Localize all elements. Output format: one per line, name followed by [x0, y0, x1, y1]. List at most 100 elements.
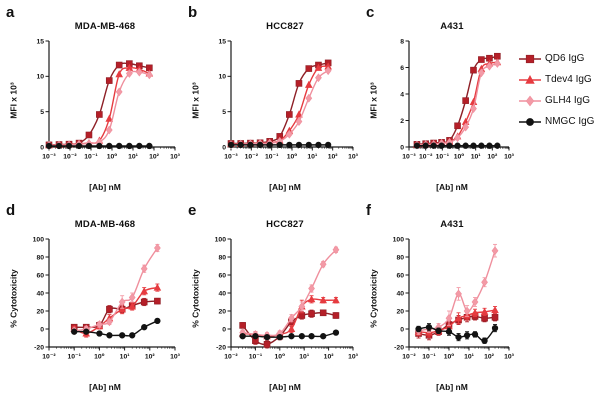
y-tick-label: -20 — [394, 344, 404, 351]
y-tick-label: 6 — [400, 65, 404, 72]
triangle-marker — [332, 296, 340, 304]
panel-c: c A431 MFI x 10³ 0 2 4 6 8 10⁻³ 10⁻² 10⁻¹ 10⁰ 10¹… — [364, 4, 518, 196]
square-marker — [470, 66, 477, 74]
y-tick-label: 4 — [400, 91, 404, 98]
circle-marker — [45, 142, 53, 150]
chart-e: -20 0 20 40 60 80 100 10⁻² 10⁻¹ 10⁰ 10¹ 10² 10³ — [215, 236, 358, 361]
y-tick-label: -20 — [216, 344, 226, 351]
square-marker — [319, 309, 327, 317]
y-axis-label-f: % Cytotoxicity — [368, 269, 379, 328]
triangle-marker — [471, 308, 479, 316]
diamond-marker — [118, 297, 126, 307]
circle-marker — [276, 141, 283, 149]
y-axis-label-c: MFI x 10³ — [368, 82, 379, 119]
circle-marker — [478, 142, 485, 149]
diamond-marker — [315, 73, 322, 83]
chart-title-f: A431 — [440, 219, 464, 230]
y-tick-label: 60 — [36, 272, 44, 279]
y-tick-label: 5 — [40, 109, 44, 116]
triangle-marker — [115, 70, 123, 78]
y-tick-label: 100 — [215, 236, 227, 243]
diamond-marker — [332, 245, 340, 255]
panel-letter-e: e — [188, 202, 197, 219]
x-tick-label: 10¹ — [471, 154, 482, 161]
circle-marker — [239, 333, 246, 340]
triangle-marker — [491, 306, 499, 314]
legend-label: GLH4 IgG — [545, 95, 591, 106]
triangle-marker — [314, 63, 323, 71]
chart-b: 0 5 10 15 10⁻³ 10⁻² 10⁻¹ 10⁰ 10¹ 10² 10³ — [218, 38, 358, 161]
x-tick-label: 10⁻² — [63, 154, 77, 161]
square-marker — [491, 314, 499, 321]
y-tick-label: 40 — [218, 290, 226, 297]
panel-letter-a: a — [6, 4, 15, 21]
circle-marker — [85, 142, 93, 150]
x-tick-label: 10³ — [504, 354, 514, 361]
circle-marker — [438, 142, 445, 149]
diamond-marker — [105, 125, 113, 135]
x-tick-label: 10⁰ — [454, 154, 465, 161]
panel-letter-b: b — [188, 4, 198, 21]
x-tick-label: 10⁻³ — [402, 154, 416, 161]
legend-label: Tdev4 IgG — [545, 74, 592, 85]
diamond-marker — [319, 259, 327, 269]
plot-area-b: 0 5 10 15 10⁻³ 10⁻² 10⁻¹ 10⁰ 10¹ 10² 10³ — [214, 38, 358, 162]
triangle-marker — [118, 305, 126, 313]
diamond-marker — [308, 284, 315, 293]
panel-f: f A431 % Cytotoxicity -20 0 20 40 60 80 100 10⁻… — [364, 202, 518, 396]
circle-marker — [332, 329, 340, 336]
panel-b: b HCC827 MFI x 10³ 0 5 10 15 10⁻³ 10⁻² 10⁻¹ 10⁰… — [186, 4, 362, 196]
square-marker — [298, 312, 306, 319]
x-tick-label: 10⁰ — [275, 354, 286, 361]
y-tick-label: 5 — [222, 109, 226, 116]
circle-marker — [65, 142, 73, 150]
y-tick-label: 0 — [400, 144, 404, 151]
axis — [48, 41, 175, 148]
circle-marker — [288, 333, 295, 340]
y-tick-label: 15 — [218, 38, 226, 45]
triangle-marker — [105, 114, 114, 122]
panel-e: e HCC827 % Cytotoxicity -20 0 20 40 60 80 100 1… — [186, 202, 362, 396]
diamond-marker — [285, 129, 293, 139]
circle-marker — [445, 328, 453, 335]
y-tick-label: 0 — [222, 144, 226, 151]
panel-letter-f: f — [366, 202, 371, 219]
series-line — [230, 65, 329, 145]
panel-letter-d: d — [6, 202, 16, 219]
x-tick-label: 10⁻¹ — [249, 354, 263, 361]
x-tick-label: 10³ — [348, 154, 358, 161]
circle-marker — [237, 141, 244, 149]
circle-marker — [454, 142, 461, 149]
x-tick-label: 10³ — [170, 354, 180, 361]
y-tick-label: 40 — [36, 290, 44, 297]
circle-marker — [83, 328, 90, 335]
legend-item-tdev4-igg: Tdev4 IgG — [518, 69, 600, 90]
square-marker — [140, 298, 148, 306]
circle-marker — [435, 327, 442, 334]
circle-marker — [256, 141, 264, 149]
axis — [48, 239, 175, 348]
diamond-marker — [154, 243, 161, 253]
diamond-marker — [125, 69, 133, 78]
diamond-marker — [471, 297, 479, 307]
panel-letter-c: c — [366, 4, 375, 21]
diamond-marker — [462, 122, 470, 132]
circle-marker — [266, 141, 273, 149]
series-tdev4-igg — [45, 63, 154, 149]
plot-area-d: -20 0 20 40 60 80 100 10⁻² 10⁻¹ 10⁰ 10¹ 10² 10³ — [32, 236, 180, 362]
triangle-marker — [319, 296, 327, 304]
x-tick-label: 10² — [324, 354, 335, 361]
diamond-marker — [145, 70, 153, 80]
triangle-marker — [140, 287, 149, 295]
circle-marker — [276, 333, 283, 341]
x-tick-label: 10⁰ — [444, 354, 455, 361]
circle-marker — [320, 333, 327, 340]
circle-marker — [463, 332, 471, 339]
diamond-marker — [445, 313, 453, 323]
diamond-marker — [128, 293, 136, 302]
plot-area-a: 0 5 10 15 10⁻³ 10⁻² 10⁻¹ 10⁰ 10¹ 10² 10³ — [32, 38, 180, 162]
y-tick-label: 80 — [396, 254, 404, 261]
x-tick-label: 10⁻² — [419, 154, 433, 161]
circle-marker — [471, 331, 479, 338]
square-marker — [96, 111, 103, 118]
